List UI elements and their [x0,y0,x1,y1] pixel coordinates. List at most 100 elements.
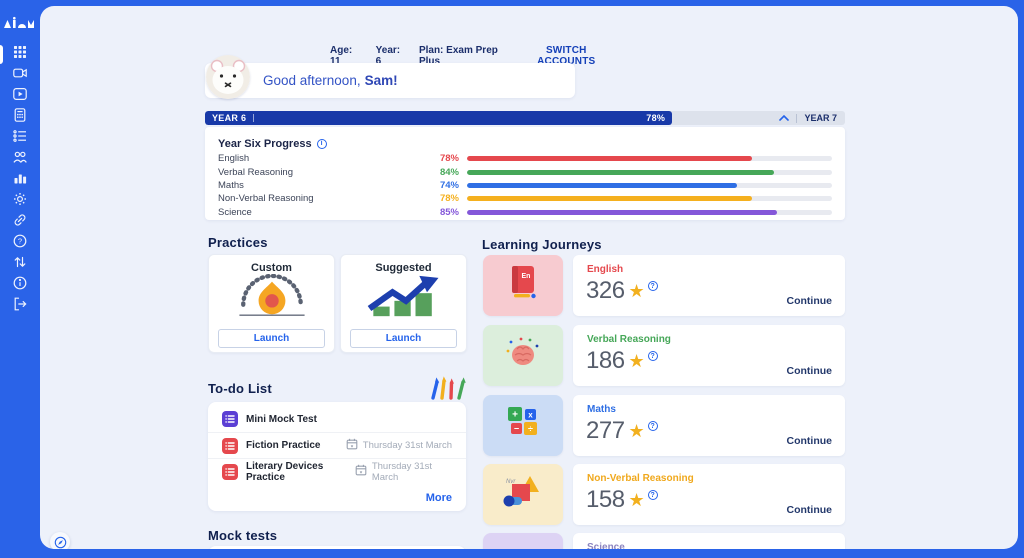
subject-percent: 78% [439,193,459,205]
sidebar-item-parents[interactable] [0,149,40,170]
progress-fill [467,209,778,215]
non-verbal-reasoning-journey-tile[interactable]: Nvr [483,464,563,525]
learning-journeys-heading: Learning Journeys [482,237,602,252]
progress-fill [467,182,738,188]
chevron-up-icon[interactable] [779,115,790,121]
continue-link[interactable]: Continue [786,295,833,307]
mock-test-icon [222,411,238,427]
student-name: Sam! [364,73,398,88]
todo-due-date: Thursday 31st March [362,440,452,451]
english-journey-card: English 326 ★ ? Continue [573,255,845,316]
subject-percent: 74% [439,179,459,191]
star-icon: ★ [628,281,645,301]
sidebar-item-links[interactable] [0,212,40,233]
sidebar-item-video[interactable] [0,65,40,86]
atom-logo[interactable] [4,16,36,32]
current-year-label: YEAR 6 [212,113,247,123]
progress-row: Science 85% [218,206,832,219]
sidebar-item-transfer[interactable] [0,254,40,275]
sidebar-nav: ? [0,44,40,317]
progress-row: Non-Verbal Reasoning 78% [218,192,832,205]
bar-chart-icon [13,171,27,190]
journey-points: 326 [586,277,625,304]
switch-accounts-button[interactable]: SWITCH ACCOUNTS [523,45,610,67]
transfer-arrows-icon [13,255,27,274]
science-journey-tile[interactable]: Sc [483,533,563,549]
todo-item[interactable]: Fiction Practice Thursday 31st March [208,432,466,458]
todo-more-link[interactable]: More [425,492,452,504]
star-icon: ★ [628,490,645,510]
progress-track [467,169,832,175]
sidebar-item-tasks[interactable] [0,128,40,149]
sidebar-item-results[interactable] [0,170,40,191]
suggested-launch-button[interactable]: Launch [350,329,457,348]
calendar-icon [355,464,367,479]
sidebar-item-dashboard[interactable] [0,44,40,65]
custom-launch-button[interactable]: Launch [218,329,325,348]
sidebar: ? [0,0,40,558]
progress-row: Maths 74% [218,179,832,192]
subject-percent: 78% [439,153,459,165]
continue-link[interactable]: Continue [786,435,833,447]
logout-icon [13,297,27,316]
gear-icon [13,192,27,211]
progress-info-icon[interactable]: i [316,138,327,149]
journey-subject: Verbal Reasoning [587,334,671,345]
points-help-icon[interactable]: ? [647,351,658,361]
todo-due-date: Thursday 31st March [371,460,433,483]
shapes-icon: Nvr [499,471,547,518]
todo-card: Mini Mock Test Fiction Practice Thursday… [208,402,466,511]
todo-item[interactable]: Literary Devices Practice Thursday 31st … [208,458,466,484]
calendar-icon [346,438,358,453]
avatar[interactable] [206,55,250,99]
subject-percent: 85% [439,206,459,218]
svg-text:÷: ÷ [528,424,533,434]
points-help-icon[interactable]: ? [647,490,658,500]
practice-icon [222,463,238,480]
sidebar-item-video-lessons[interactable] [0,86,40,107]
maths-operators-icon: + x − ÷ [499,402,547,449]
journey-subject: Non-Verbal Reasoning [587,473,694,484]
todo-item[interactable]: Mini Mock Test [208,406,466,432]
sidebar-item-help[interactable]: ? [0,233,40,254]
maths-journey-tile[interactable]: + x − ÷ [483,395,563,456]
compass-icon [54,536,66,548]
continue-link[interactable]: Continue [786,365,833,377]
practice-card-title: Custom [251,262,292,274]
progress-track [467,156,832,162]
english-journey-tile[interactable]: En [483,255,563,316]
svg-text:+: + [512,410,518,421]
sidebar-item-settings[interactable] [0,191,40,212]
next-year-label: YEAR 7 [804,113,837,123]
science-icon: Sc [499,540,547,549]
verbal-reasoning-journey-tile[interactable] [483,325,563,386]
non-verbal-reasoning-journey-card: Non-Verbal Reasoning 158 ★ ? Continue [573,464,845,525]
help-icon: ? [13,234,27,253]
suggested-practice-card: Suggested Launch [340,254,467,353]
subject-label: Science [218,206,252,218]
sidebar-item-practice[interactable] [0,107,40,128]
progress-row: Verbal Reasoning 84% [218,165,832,178]
continue-link[interactable]: Continue [786,504,833,516]
journey-subject: Science [587,542,625,549]
dashboard-grid-icon [13,45,27,64]
greeting-card: Good afternoon, Sam! [205,63,575,98]
english-book-icon: En [499,262,547,309]
svg-text:x: x [528,411,533,420]
points-help-icon[interactable]: ? [647,281,658,291]
next-year-group: YEAR 7 [779,111,845,125]
progress-row: English 78% [218,152,832,165]
subject-label: Verbal Reasoning [218,166,293,178]
sidebar-item-info[interactable] [0,275,40,296]
sidebar-item-logout[interactable] [0,296,40,317]
calculator-icon [13,108,27,127]
points-help-icon[interactable]: ? [647,421,658,431]
svg-text:Nvr: Nvr [506,479,516,485]
users-icon [13,150,27,169]
compass-button[interactable] [50,532,70,549]
growth-chart-illustration-icon [354,275,454,324]
mock-tests-card [208,546,466,549]
checklist-icon [13,129,27,148]
journey-subject: English [587,264,624,275]
